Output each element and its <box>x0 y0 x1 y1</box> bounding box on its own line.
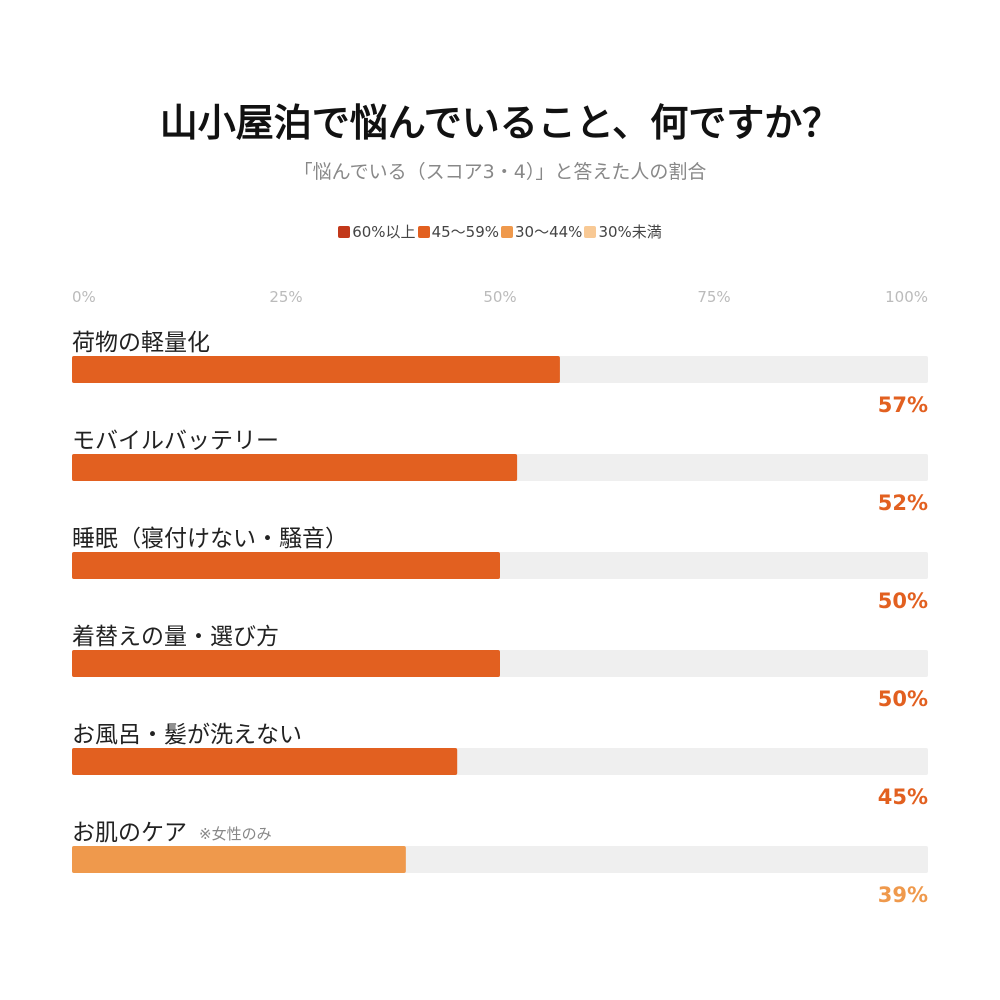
value-label: 50% <box>878 589 928 613</box>
legend-item-30-44: 30〜44% <box>501 221 582 242</box>
x-tick-label: 100% <box>885 288 928 306</box>
legend-item-45-59: 45〜59% <box>417 221 499 242</box>
bar <box>72 552 500 579</box>
chart-subtitle: 「悩んでいる（スコア3・4）」と答えた人の割合 <box>293 161 707 183</box>
legend-label: 60%以上 <box>352 223 416 241</box>
legend-swatch <box>584 225 597 238</box>
legend-swatch <box>501 225 513 238</box>
bar <box>72 356 560 383</box>
x-tick-label: 0% <box>72 288 96 306</box>
legend-item-under-30: 30%未満 <box>584 221 662 242</box>
category-label: モバイルバッテリー <box>72 428 279 454</box>
legend-label: 45〜59% <box>431 223 499 241</box>
legend-item-60-plus: 60%以上 <box>338 221 416 242</box>
bar <box>72 748 458 775</box>
value-label: 57% <box>878 393 928 417</box>
category-label: お風呂・髪が洗えない <box>72 722 302 748</box>
legend-label: 30〜44% <box>515 223 583 241</box>
value-label: 39% <box>878 883 928 907</box>
x-tick-label: 25% <box>269 288 302 306</box>
category-label: 荷物の軽量化 <box>72 330 210 356</box>
category-label: 睡眠（寝付けない・騒音） <box>72 526 348 552</box>
category-note: ※女性のみ <box>199 825 272 843</box>
category-label: 着替えの量・選び方 <box>72 624 279 650</box>
legend-swatch <box>417 225 430 238</box>
legend-swatch <box>338 225 351 238</box>
bar <box>72 650 500 677</box>
x-tick-label: 50% <box>483 288 516 306</box>
value-label: 45% <box>878 785 928 809</box>
x-tick-label: 75% <box>697 288 730 306</box>
legend: 60%以上 45〜59% 30〜44% 30%未満 <box>0 221 1000 242</box>
value-label: 50% <box>878 687 928 711</box>
value-label: 52% <box>878 491 928 515</box>
chart-title: 山小屋泊で悩んでいること、何ですか？ <box>159 101 841 145</box>
category-label: お肌のケア <box>72 820 187 846</box>
bar <box>72 846 406 873</box>
bar <box>72 454 518 481</box>
legend-label: 30%未満 <box>598 223 662 241</box>
